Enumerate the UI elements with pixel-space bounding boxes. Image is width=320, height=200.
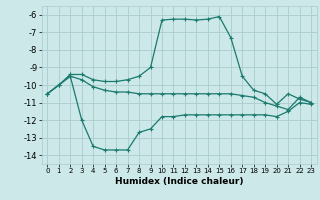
X-axis label: Humidex (Indice chaleur): Humidex (Indice chaleur) <box>115 177 244 186</box>
